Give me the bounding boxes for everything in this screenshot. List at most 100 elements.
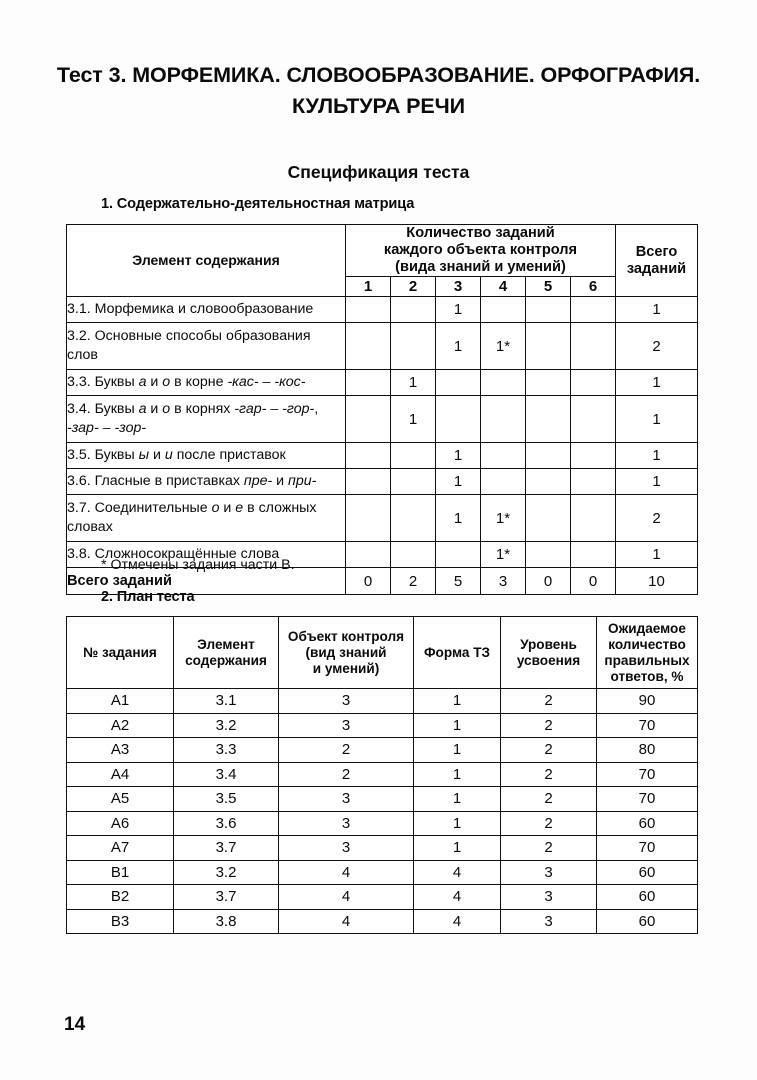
matrix-cell-c2: [390, 442, 436, 469]
matrix-cell-c5: [525, 442, 571, 469]
matrix-cell-c1: [345, 369, 391, 396]
section-heading-plan: 2. План теста: [101, 589, 195, 605]
table-row: B3 3.8 4 4 3 60: [66, 908, 698, 934]
matrix-header-digit-6: 6: [570, 276, 616, 297]
matrix-cell-c6: [570, 296, 616, 323]
matrix-cell-c2: 1: [390, 395, 436, 443]
plan-header-col4: Форма ТЗ: [413, 616, 501, 689]
plan-cell-col3: 3: [278, 835, 414, 861]
plan-cell-col5: 2: [500, 712, 597, 738]
matrix-header-total-line1: Всего: [635, 243, 678, 260]
plan-header-col2: Элемент содержания: [173, 616, 279, 689]
plan-cell-col5: 2: [500, 737, 597, 763]
plan-cell-col1: A3: [66, 737, 174, 763]
matrix-cell-c4: [480, 296, 526, 323]
table-row: A3 3.3 2 1 2 80: [66, 737, 698, 763]
plan-cell-col5: 3: [500, 859, 597, 885]
plan-cell-col6: 60: [596, 908, 698, 934]
plan-cell-col3: 4: [278, 859, 414, 885]
plan-cell-col3: 2: [278, 761, 414, 787]
plan-cell-col4: 4: [413, 884, 501, 910]
plan-cell-col2: 3.7: [173, 884, 279, 910]
plan-header-line: ответов, %: [610, 668, 684, 684]
matrix-cell-c4: 1*: [480, 494, 526, 542]
plan-cell-col2: 3.7: [173, 835, 279, 861]
plan-cell-col6: 80: [596, 737, 698, 763]
matrix-cell-c3: 1: [435, 322, 481, 370]
plan-cell-col6: 70: [596, 786, 698, 812]
plan-cell-col5: 2: [500, 835, 597, 861]
plan-header-line: правильных: [604, 652, 690, 668]
plan-cell-col2: 3.1: [173, 688, 279, 714]
matrix-cell-c5: [525, 322, 571, 370]
matrix-cell-c6: [570, 442, 616, 469]
plan-header-line: Ожидаемое: [608, 620, 686, 636]
table-row: 3.3. Буквы а и о в корне -кас- – -кос- 1 1: [66, 369, 698, 396]
matrix-cell-c3: 1: [435, 494, 481, 542]
matrix-cell-c6: [570, 541, 616, 568]
plan-cell-col4: 4: [413, 859, 501, 885]
table-row: A1 3.1 3 1 2 90: [66, 688, 698, 714]
plan-header-line: Объект контроля: [287, 628, 405, 644]
table-row: 3.6. Гласные в приставках пре- и при- 1 1: [66, 468, 698, 495]
matrix-cell-c4: [480, 442, 526, 469]
plan-cell-col2: 3.4: [173, 761, 279, 787]
matrix-cell-c3: [435, 395, 481, 443]
matrix-cell-c4: [480, 468, 526, 495]
matrix-cell-c4: 1*: [480, 541, 526, 568]
matrix-row-label: 3.1. Морфемика и словообразование: [66, 296, 346, 323]
matrix-cell-c6: [570, 494, 616, 542]
plan-cell-col2: 3.5: [173, 786, 279, 812]
page-number: 14: [64, 1014, 86, 1035]
plan-header-line: (вид знаний: [305, 644, 387, 660]
plan-cell-col5: 3: [500, 884, 597, 910]
matrix-cell-total: 2: [615, 494, 698, 542]
table-row: A2 3.2 3 1 2 70: [66, 712, 698, 738]
table-row: A4 3.4 2 1 2 70: [66, 761, 698, 787]
plan-cell-col5: 2: [500, 786, 597, 812]
matrix-cell-total: 1: [615, 369, 698, 396]
plan-cell-col1: A7: [66, 835, 174, 861]
plan-cell-col1: A1: [66, 688, 174, 714]
matrix-cell-c4: [480, 395, 526, 443]
matrix-cell-c3: [435, 369, 481, 396]
table-row: 3.2. Основные способы образования слов 1 1…: [66, 322, 698, 370]
matrix-cell-total: 1: [615, 296, 698, 323]
plan-cell-col1: A4: [66, 761, 174, 787]
matrix-cell-c6: [570, 322, 616, 370]
plan-cell-col2: 3.2: [173, 859, 279, 885]
plan-cell-col4: 1: [413, 835, 501, 861]
matrix-total-c5: 0: [525, 567, 571, 595]
plan-cell-col6: 60: [596, 859, 698, 885]
matrix-cell-c6: [570, 369, 616, 396]
matrix-total-c6: 0: [570, 567, 616, 595]
plan-header-col3: Объект контроля (вид знаний и умений): [278, 616, 414, 689]
matrix-row-label: 3.7. Соединительные о и е в сложных слов…: [66, 494, 346, 542]
table-row: A7 3.7 3 1 2 70: [66, 835, 698, 861]
plan-table-body: A1 3.1 3 1 2 90 A2 3.2 3 1 2 70 A3 3.3 2 1 2 80 A4 3.4 2 1 2 70…: [66, 688, 698, 934]
table-row: B1 3.2 4 4 3 60: [66, 859, 698, 885]
plan-header-line: Уровень: [520, 636, 577, 652]
matrix-header-digit-2: 2: [390, 276, 436, 297]
matrix-total-c3: 5: [435, 567, 481, 595]
matrix-cell-c2: [390, 322, 436, 370]
matrix-row-label: 3.6. Гласные в приставках пре- и при-: [66, 468, 346, 495]
table-row: A6 3.6 3 1 2 60: [66, 810, 698, 836]
matrix-row-label: 3.5. Буквы ы и и после приставок: [66, 442, 346, 469]
plan-cell-col5: 2: [500, 761, 597, 787]
matrix-cell-c2: [390, 541, 436, 568]
matrix-row-label: 3.8. Сложносокращённые слова: [66, 541, 346, 568]
plan-cell-col3: 3: [278, 810, 414, 836]
matrix-row-label: 3.2. Основные способы образования слов: [66, 322, 346, 370]
plan-cell-col1: A2: [66, 712, 174, 738]
plan-cell-col3: 4: [278, 908, 414, 934]
page-title: Тест 3. МОРФЕМИКА. СЛОВООБРАЗОВАНИЕ. ОРФ…: [56, 63, 701, 118]
matrix-header-count-line3: (вида знаний и умений): [395, 259, 566, 275]
plan-cell-col2: 3.8: [173, 908, 279, 934]
table-row: A5 3.5 3 1 2 70: [66, 786, 698, 812]
plan-cell-col3: 2: [278, 737, 414, 763]
plan-cell-col4: 4: [413, 908, 501, 934]
plan-cell-col6: 70: [596, 761, 698, 787]
matrix-total-c2: 2: [390, 567, 436, 595]
plan-cell-col2: 3.2: [173, 712, 279, 738]
